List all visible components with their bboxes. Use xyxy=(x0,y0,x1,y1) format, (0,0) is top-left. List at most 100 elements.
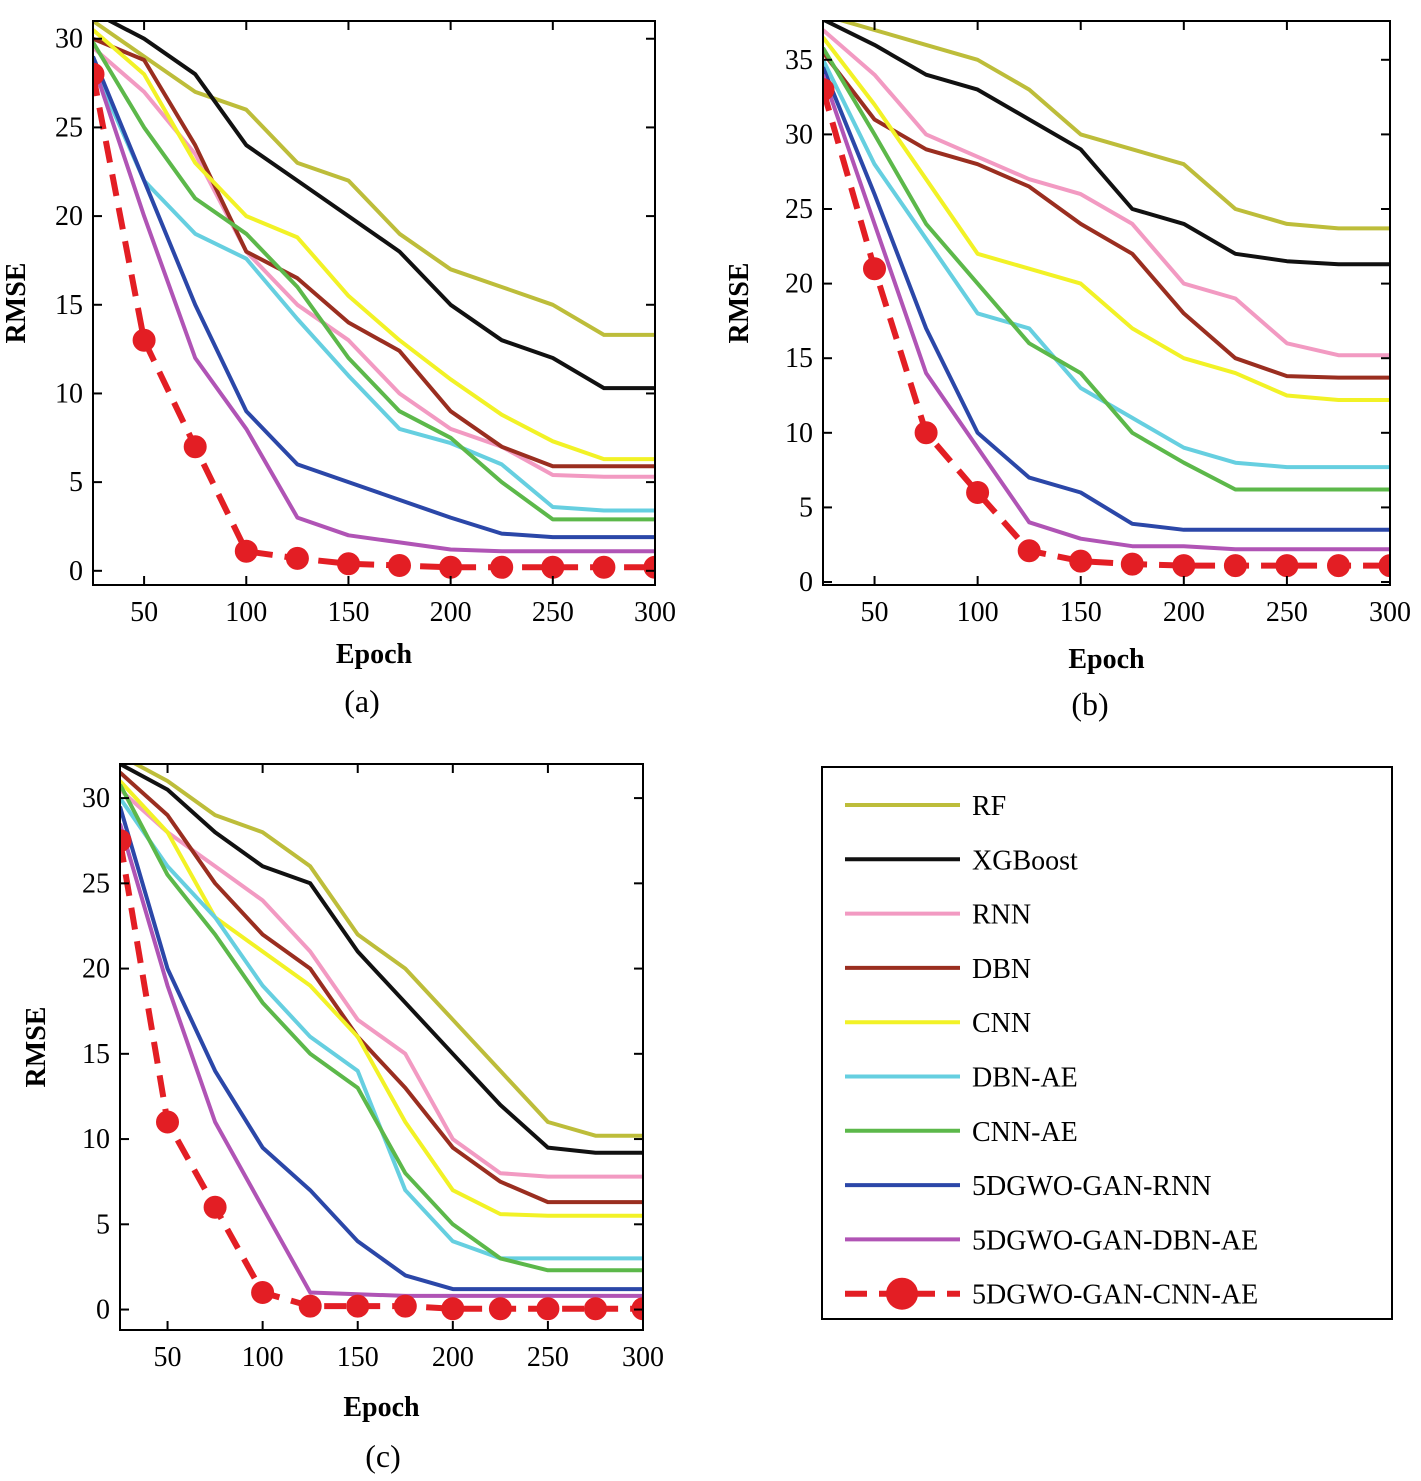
y-tick-label: 10 xyxy=(785,418,813,449)
series-line-rnn xyxy=(823,28,1390,358)
x-tick-label: 50 xyxy=(130,597,158,628)
data-point-5dgwo-gan-cnn-ae xyxy=(863,257,886,281)
y-axis-label: RMSE xyxy=(21,1007,52,1088)
x-tick-label: 300 xyxy=(1369,597,1411,628)
legend-item-5dgwo-gan-dbn-ae: 5DGWO-GAN-DBN-AE xyxy=(845,1225,1258,1256)
y-tick-label: 30 xyxy=(82,783,110,814)
series-line-dbn-ae xyxy=(120,796,643,1261)
data-point-5dgwo-gan-cnn-ae xyxy=(1275,554,1299,578)
data-point-5dgwo-gan-cnn-ae xyxy=(1069,549,1093,573)
data-point-5dgwo-gan-cnn-ae xyxy=(584,1297,607,1321)
legend-label: CNN xyxy=(972,1008,1031,1039)
data-point-5dgwo-gan-cnn-ae xyxy=(251,1281,275,1304)
data-point-5dgwo-gan-cnn-ae xyxy=(1172,554,1196,578)
data-point-5dgwo-gan-cnn-ae xyxy=(536,1297,560,1321)
data-point-5dgwo-gan-cnn-ae xyxy=(346,1294,370,1318)
x-tick-label: 200 xyxy=(432,1342,474,1373)
data-point-5dgwo-gan-cnn-ae xyxy=(1120,552,1144,576)
axes-frame xyxy=(119,763,644,1331)
legend-item-5dgwo-gan-rnn: 5DGWO-GAN-RNN xyxy=(845,1171,1212,1202)
chart-panel-b: 50 100 150 200 250 300 0 5 10 15 20 25 30 35 Epoch RMSE… xyxy=(724,20,1411,722)
data-point-5dgwo-gan-cnn-ae xyxy=(643,555,655,579)
x-tick-label: 100 xyxy=(957,597,999,628)
legend-item-xgboost: XGBoost xyxy=(845,845,1078,876)
x-axis-label: Epoch xyxy=(343,1392,420,1423)
legend: RF XGBoost RNN DBN CNN DBN-AE CNN-AE 5DGWO-GAN-… xyxy=(821,766,1393,1320)
x-axis-label: Epoch xyxy=(336,639,413,670)
legend-label: CNN-AE xyxy=(972,1117,1078,1148)
data-point-5dgwo-gan-cnn-ae xyxy=(966,481,990,504)
legend-label: XGBoost xyxy=(972,845,1078,876)
series-line-dbn-ae xyxy=(93,64,655,513)
y-tick-label: 5 xyxy=(799,492,813,523)
x-tick-label: 200 xyxy=(1163,597,1205,628)
plot-area xyxy=(823,21,1390,578)
data-point-5dgwo-gan-cnn-ae xyxy=(914,421,938,445)
x-tick-label: 100 xyxy=(242,1342,284,1373)
data-point-5dgwo-gan-cnn-ae xyxy=(93,62,105,86)
legend-label: DBN-AE xyxy=(972,1063,1078,1094)
data-point-5dgwo-gan-cnn-ae xyxy=(488,1297,512,1321)
chart-panel-a: 50 100 150 200 250 300 0 5 10 15 20 25 30 Epoch RMSE (a… xyxy=(1,20,676,719)
x-tick-label: 250 xyxy=(1266,597,1308,628)
data-point-5dgwo-gan-cnn-ae xyxy=(203,1195,227,1219)
x-tick-label: 150 xyxy=(337,1342,379,1373)
x-tick-label: 200 xyxy=(430,597,472,628)
y-tick-label: 15 xyxy=(55,290,83,321)
data-point-5dgwo-gan-cnn-ae xyxy=(156,1110,179,1134)
chart-panel-c: 50 100 150 200 250 300 0 5 10 15 20 25 30 Epoch RMSE (c… xyxy=(21,763,664,1474)
panel-caption: (b) xyxy=(1071,686,1108,722)
panel-caption: (c) xyxy=(365,1438,401,1474)
data-point-5dgwo-gan-cnn-ae xyxy=(298,1294,322,1318)
panel-caption: (a) xyxy=(344,683,380,719)
data-point-5dgwo-gan-cnn-ae xyxy=(441,1297,465,1321)
legend-item-cnn-ae: CNN-AE xyxy=(845,1117,1078,1148)
data-point-5dgwo-gan-cnn-ae xyxy=(1327,554,1350,578)
series-line-xgboost xyxy=(823,21,1390,267)
y-tick-label: 30 xyxy=(55,24,83,55)
x-tick-label: 250 xyxy=(527,1342,569,1373)
axes-frame xyxy=(92,20,656,586)
x-tick-label: 100 xyxy=(225,597,267,628)
axes-frame xyxy=(822,20,1391,586)
series-line-5dgwo-gan-rnn xyxy=(120,806,643,1292)
data-point-5dgwo-gan-cnn-ae xyxy=(234,539,258,563)
y-tick-label: 5 xyxy=(69,467,83,498)
y-tick-label: 10 xyxy=(55,378,83,409)
series-line-rnn xyxy=(120,788,643,1179)
legend-label: 5DGWO-GAN-RNN xyxy=(972,1171,1212,1202)
y-tick-label: 25 xyxy=(82,868,110,899)
series-line-cnn xyxy=(120,779,643,1218)
legend-label: RF xyxy=(972,791,1006,822)
legend-label: RNN xyxy=(972,900,1031,931)
y-tick-label: 15 xyxy=(785,343,813,374)
series-line-cnn-ae xyxy=(93,41,655,522)
y-tick-label: 10 xyxy=(82,1124,110,1155)
series-line-5dgwo-gan-dbn-ae xyxy=(120,823,643,1298)
x-axis-label: Epoch xyxy=(1068,644,1145,675)
legend-label: DBN xyxy=(972,954,1031,985)
series-line-rnn xyxy=(93,46,655,479)
data-point-5dgwo-gan-cnn-ae xyxy=(393,1294,417,1318)
y-tick-label: 25 xyxy=(55,112,83,143)
series-line-5dgwo-gan-cnn-ae xyxy=(93,73,655,571)
series-line-5dgwo-gan-cnn-ae xyxy=(823,88,1390,569)
series-line-xgboost xyxy=(105,21,655,391)
y-tick-label: 30 xyxy=(785,119,813,150)
x-tick-label: 300 xyxy=(634,597,676,628)
y-axis-label: RMSE xyxy=(724,263,755,344)
legend-label: 5DGWO-GAN-CNN-AE xyxy=(972,1280,1258,1311)
series-line-xgboost xyxy=(120,764,643,1155)
data-point-5dgwo-gan-cnn-ae xyxy=(183,435,207,459)
series-line-dbn xyxy=(120,771,643,1205)
data-point-5dgwo-gan-cnn-ae xyxy=(1017,539,1041,563)
series-line-cnn-ae xyxy=(120,783,643,1273)
data-point-5dgwo-gan-cnn-ae xyxy=(132,328,156,352)
series-line-dbn xyxy=(93,36,655,469)
x-tick-label: 150 xyxy=(1060,597,1102,628)
y-tick-label: 35 xyxy=(785,45,813,76)
x-tick-label: 300 xyxy=(622,1342,664,1373)
y-tick-label: 5 xyxy=(96,1209,110,1240)
legend-label: 5DGWO-GAN-DBN-AE xyxy=(972,1225,1258,1256)
